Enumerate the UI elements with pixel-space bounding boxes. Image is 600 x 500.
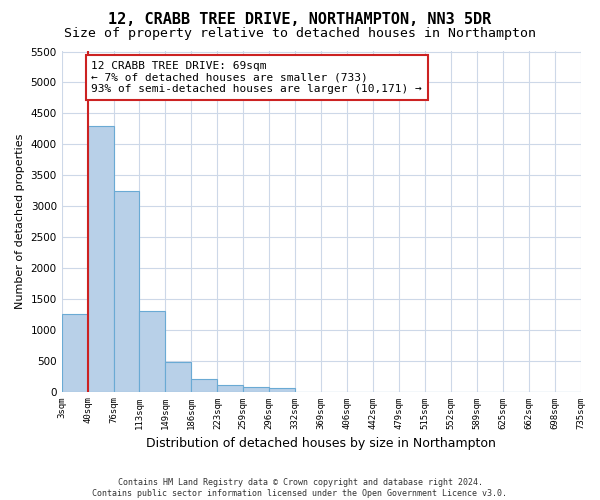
Bar [269,388,295,392]
Bar [88,126,113,392]
Bar [191,379,217,392]
Text: 12 CRABB TREE DRIVE: 69sqm
← 7% of detached houses are smaller (733)
93% of semi: 12 CRABB TREE DRIVE: 69sqm ← 7% of detac… [91,61,422,94]
Text: Contains HM Land Registry data © Crown copyright and database right 2024.
Contai: Contains HM Land Registry data © Crown c… [92,478,508,498]
Bar [62,314,88,392]
Text: 12, CRABB TREE DRIVE, NORTHAMPTON, NN3 5DR: 12, CRABB TREE DRIVE, NORTHAMPTON, NN3 5… [109,12,491,28]
Bar [217,386,243,392]
Bar [139,311,166,392]
Text: Size of property relative to detached houses in Northampton: Size of property relative to detached ho… [64,28,536,40]
Bar [243,387,269,392]
Y-axis label: Number of detached properties: Number of detached properties [15,134,25,309]
Bar [113,190,139,392]
X-axis label: Distribution of detached houses by size in Northampton: Distribution of detached houses by size … [146,437,496,450]
Bar [166,362,191,392]
